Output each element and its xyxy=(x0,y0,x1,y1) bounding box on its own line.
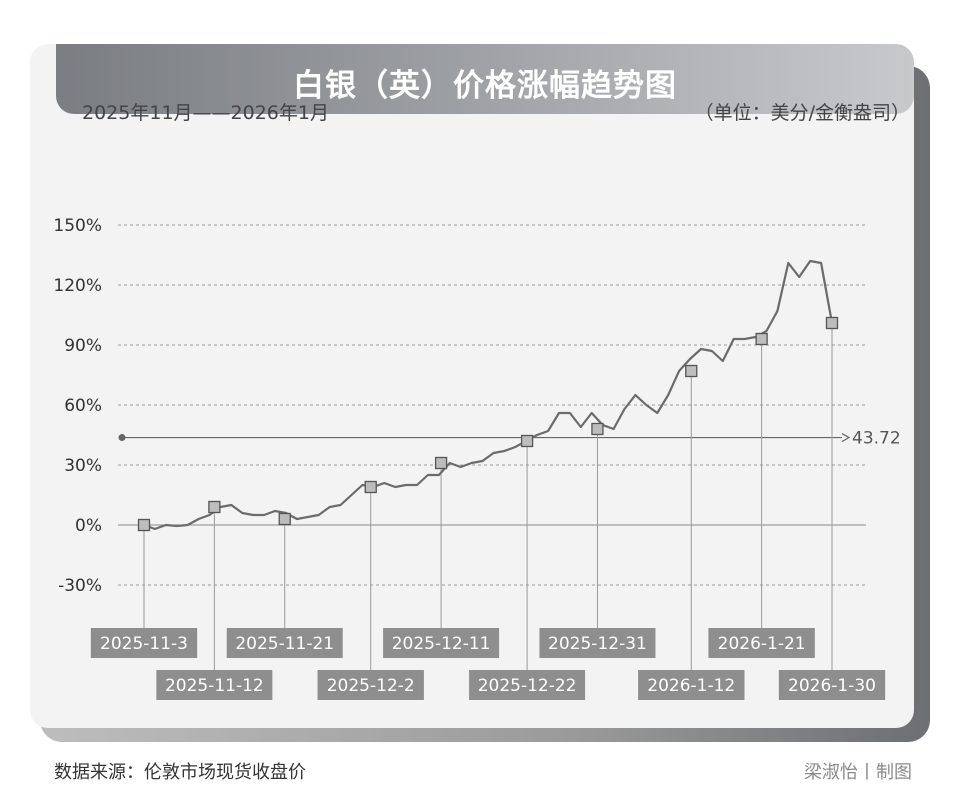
date-label-box xyxy=(778,670,886,700)
date-label: 2025-12-11 xyxy=(392,634,491,654)
date-label: 2025-11-21 xyxy=(235,634,334,654)
y-tick-label: 0% xyxy=(75,516,102,536)
data-point-marker xyxy=(755,332,768,346)
reference-arrow-icon xyxy=(841,433,851,443)
data-point-marker xyxy=(825,316,839,330)
date-label: 2026-1-21 xyxy=(718,634,806,654)
reference-line-start-dot xyxy=(118,434,126,442)
chart-card: 白银（英）价格涨幅趋势图 xyxy=(30,44,914,728)
y-tick-label: 30% xyxy=(64,456,102,476)
date-label-box xyxy=(90,628,198,658)
date-label: 2025-11-12 xyxy=(165,676,264,696)
chart-subtitle: 2025年11月——2026年1月 xyxy=(82,102,329,124)
date-label-box xyxy=(226,628,343,658)
data-point-marker xyxy=(685,364,698,378)
data-point-marker xyxy=(364,480,377,494)
title-banner: 白银（英）价格涨幅趋势图 xyxy=(56,44,914,114)
data-point-marker xyxy=(520,434,534,448)
date-label-box xyxy=(156,670,273,700)
date-label: 2025-11-3 xyxy=(100,634,188,654)
y-tick-label: 60% xyxy=(64,396,102,416)
data-source: 数据来源：伦敦市场现货收盘价 xyxy=(54,762,306,783)
date-label: 2025-12-22 xyxy=(478,676,577,696)
data-point-marker xyxy=(208,500,221,514)
date-label-box xyxy=(317,670,424,700)
y-tick-label: 150% xyxy=(53,216,102,236)
data-point-marker xyxy=(278,512,291,526)
date-label-box xyxy=(638,670,745,700)
series-line xyxy=(142,259,834,531)
data-point-marker xyxy=(137,518,151,532)
date-label: 2026-1-30 xyxy=(788,676,876,696)
data-point-marker xyxy=(591,422,604,436)
date-label-box xyxy=(383,628,500,658)
date-label: 2025-12-31 xyxy=(548,634,647,654)
date-label: 2025-12-2 xyxy=(327,676,415,696)
date-label-box xyxy=(708,628,815,658)
date-label: 2026-1-12 xyxy=(647,676,735,696)
reference-line-label: 43.72 xyxy=(852,429,901,449)
unit-label: （单位：美分/金衡盎司） xyxy=(694,102,910,124)
y-tick-label: 120% xyxy=(53,276,102,296)
chart-credit: 梁淑怡丨制图 xyxy=(804,762,912,783)
date-label-box xyxy=(539,628,656,658)
y-tick-label: 90% xyxy=(64,336,102,356)
y-tick-label: -30% xyxy=(58,576,102,596)
date-label-box xyxy=(469,670,586,700)
data-point-marker xyxy=(434,456,448,470)
chart-title: 白银（英）价格涨幅趋势图 xyxy=(293,68,677,104)
